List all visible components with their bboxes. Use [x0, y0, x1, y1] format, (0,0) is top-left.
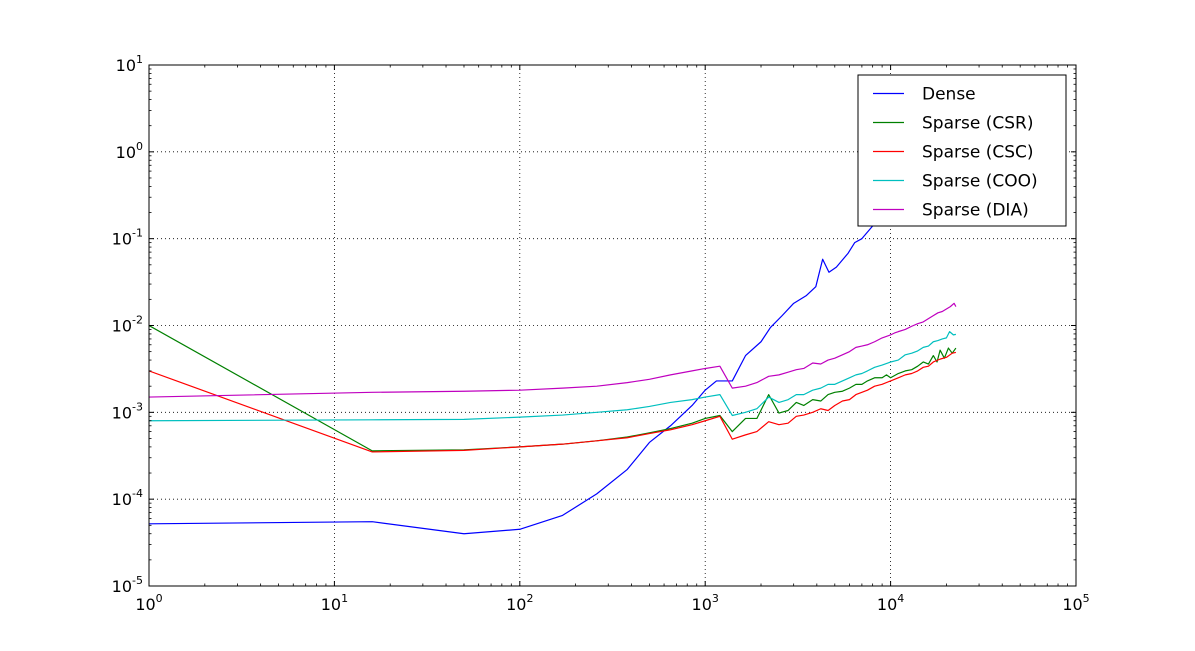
y-tick-base: 10 [116, 143, 136, 162]
x-tick-base: 10 [692, 595, 712, 614]
x-tick-base: 10 [135, 595, 155, 614]
y-tick-base: 10 [112, 577, 132, 596]
y-tick-exponent: -3 [132, 400, 143, 413]
series-line-sparse-dia [149, 302, 957, 398]
x-tick-exponent: 2 [526, 592, 533, 605]
y-tick-label: 10-4 [112, 487, 143, 509]
x-tick-exponent: 3 [712, 592, 719, 605]
y-tick-label: 100 [116, 140, 143, 162]
y-tick-exponent: -4 [132, 487, 143, 500]
x-tick-label: 104 [877, 592, 904, 614]
legend: Dense Sparse (CSR) Sparse (CSC) Sparse (COO… [857, 74, 1067, 227]
y-tick-label: 10-2 [112, 314, 143, 336]
y-tick-label: 10-5 [112, 574, 143, 596]
y-tick-exponent: -5 [132, 574, 143, 587]
y-tick-label: 101 [116, 53, 143, 75]
legend-label: Sparse (CSC) [922, 143, 1034, 163]
series-line-dense [149, 218, 879, 535]
y-tick-label: 10-3 [112, 400, 143, 422]
x-tick-exponent: 1 [341, 592, 348, 605]
x-tick-exponent: 4 [897, 592, 904, 605]
y-tick-label: 10-1 [112, 227, 143, 249]
legend-label: Sparse (CSR) [922, 114, 1033, 134]
series-line-sparse-coo [149, 331, 957, 422]
series-line-sparse-csc [149, 351, 957, 453]
plot-frame [148, 64, 1077, 587]
series-lines [149, 218, 957, 535]
y-tick-base: 10 [112, 230, 132, 249]
y-tick-exponent: 0 [136, 140, 143, 153]
y-tick-base: 10 [112, 490, 132, 509]
x-tick-label: 102 [506, 592, 533, 614]
x-tick-label: 101 [321, 592, 348, 614]
y-tick-base: 10 [116, 56, 136, 75]
y-tick-base: 10 [112, 317, 132, 336]
x-tick-base: 10 [321, 595, 341, 614]
x-tick-base: 10 [877, 595, 897, 614]
legend-label: Sparse (COO) [922, 172, 1038, 192]
y-tick-base: 10 [112, 403, 132, 422]
legend-label: Sparse (DIA) [922, 201, 1029, 221]
series-line-sparse-csr [149, 324, 957, 452]
x-tick-labels: 100 101 102 103 104 105 [135, 592, 1089, 614]
y-tick-exponent: -2 [132, 314, 143, 327]
legend-label: Dense [922, 85, 976, 105]
legend-box [857, 74, 1067, 227]
x-tick-exponent: 0 [156, 592, 163, 605]
y-tick-exponent: -1 [132, 227, 143, 240]
y-tick-exponent: 1 [136, 53, 143, 66]
x-tick-exponent: 5 [1083, 592, 1090, 605]
x-tick-label: 103 [692, 592, 719, 614]
x-tick-base: 10 [1062, 595, 1082, 614]
x-tick-label: 100 [135, 592, 162, 614]
x-tick-base: 10 [506, 595, 526, 614]
x-tick-label: 105 [1062, 592, 1089, 614]
